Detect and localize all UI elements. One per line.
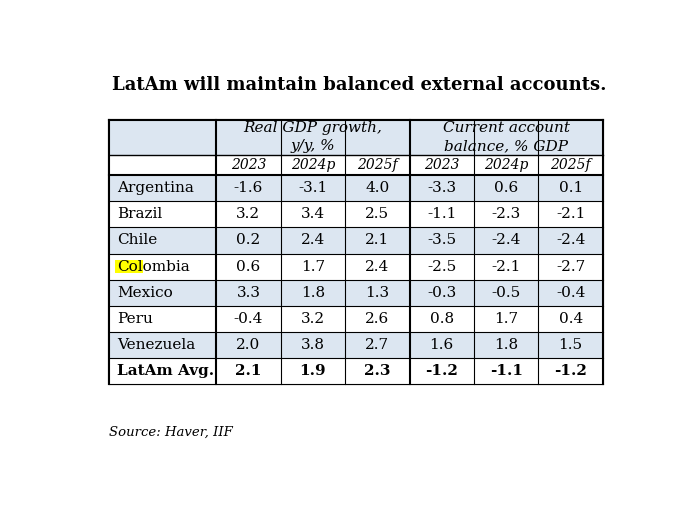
Bar xyxy=(109,201,603,228)
Text: 2024p: 2024p xyxy=(484,158,528,172)
Text: 2.1: 2.1 xyxy=(365,233,389,248)
Text: Colombia: Colombia xyxy=(117,260,190,274)
Text: 1.7: 1.7 xyxy=(301,260,325,274)
Text: -2.4: -2.4 xyxy=(556,233,585,248)
Text: -3.1: -3.1 xyxy=(298,181,328,195)
Text: Brazil: Brazil xyxy=(117,208,162,221)
Text: -3.5: -3.5 xyxy=(427,233,456,248)
Bar xyxy=(109,306,603,332)
Text: 0.2: 0.2 xyxy=(237,233,260,248)
Text: Current account
balance, % GDP: Current account balance, % GDP xyxy=(442,121,570,154)
Text: 1.8: 1.8 xyxy=(494,338,518,352)
Text: -0.4: -0.4 xyxy=(234,312,263,326)
Text: 0.4: 0.4 xyxy=(559,312,583,326)
Text: 2025f: 2025f xyxy=(357,158,398,172)
Text: 3.4: 3.4 xyxy=(301,208,325,221)
Text: -2.5: -2.5 xyxy=(427,260,456,274)
Text: -0.5: -0.5 xyxy=(491,286,521,300)
Bar xyxy=(109,280,603,306)
Text: 3.3: 3.3 xyxy=(237,286,260,300)
Bar xyxy=(109,253,603,280)
Text: Peru: Peru xyxy=(117,312,153,326)
Text: 3.8: 3.8 xyxy=(301,338,325,352)
Text: 1.6: 1.6 xyxy=(430,338,454,352)
Text: 0.8: 0.8 xyxy=(430,312,454,326)
Bar xyxy=(109,119,603,155)
Bar xyxy=(109,228,603,253)
Text: 2023: 2023 xyxy=(230,158,266,172)
Text: 2.3: 2.3 xyxy=(364,364,391,379)
Text: Chile: Chile xyxy=(117,233,158,248)
Text: LatAm will maintain balanced external accounts.: LatAm will maintain balanced external ac… xyxy=(111,76,606,94)
Text: 2.7: 2.7 xyxy=(365,338,389,352)
Bar xyxy=(109,359,603,384)
Text: -2.1: -2.1 xyxy=(491,260,521,274)
Text: -1.2: -1.2 xyxy=(554,364,587,379)
Text: -1.1: -1.1 xyxy=(427,208,456,221)
Text: -2.7: -2.7 xyxy=(556,260,585,274)
Text: 1.9: 1.9 xyxy=(300,364,326,379)
Text: 3.2: 3.2 xyxy=(237,208,260,221)
Text: 0.6: 0.6 xyxy=(237,260,260,274)
Text: Argentina: Argentina xyxy=(117,181,194,195)
Text: -1.2: -1.2 xyxy=(426,364,458,379)
Text: 1.8: 1.8 xyxy=(301,286,325,300)
Text: -2.4: -2.4 xyxy=(491,233,521,248)
Text: -2.3: -2.3 xyxy=(491,208,521,221)
Text: -0.3: -0.3 xyxy=(427,286,456,300)
Text: 2023: 2023 xyxy=(424,158,459,172)
Text: 2.5: 2.5 xyxy=(365,208,389,221)
Text: -3.3: -3.3 xyxy=(427,181,456,195)
Text: Real GDP growth,
y/y, %: Real GDP growth, y/y, % xyxy=(244,121,382,154)
Text: Source: Haver, IIF: Source: Haver, IIF xyxy=(109,426,233,439)
Bar xyxy=(109,155,603,175)
Text: 0.6: 0.6 xyxy=(494,181,518,195)
Text: 2.4: 2.4 xyxy=(301,233,325,248)
Bar xyxy=(116,260,144,273)
Text: -1.1: -1.1 xyxy=(490,364,523,379)
Text: 1.5: 1.5 xyxy=(559,338,582,352)
Text: 0.1: 0.1 xyxy=(559,181,583,195)
Bar xyxy=(109,119,603,384)
Text: 4.0: 4.0 xyxy=(365,181,389,195)
Text: Venezuela: Venezuela xyxy=(117,338,195,352)
Bar xyxy=(109,175,603,201)
Text: 1.3: 1.3 xyxy=(365,286,389,300)
Text: Mexico: Mexico xyxy=(117,286,173,300)
Text: -1.6: -1.6 xyxy=(234,181,263,195)
Text: 2.1: 2.1 xyxy=(235,364,262,379)
Text: 2.4: 2.4 xyxy=(365,260,389,274)
Text: 2.0: 2.0 xyxy=(237,338,260,352)
Text: LatAm Avg.: LatAm Avg. xyxy=(117,364,214,379)
Text: 2024p: 2024p xyxy=(290,158,335,172)
Text: -0.4: -0.4 xyxy=(556,286,585,300)
Text: 2.6: 2.6 xyxy=(365,312,389,326)
Bar xyxy=(109,332,603,359)
Text: 2025f: 2025f xyxy=(550,158,591,172)
Text: -2.1: -2.1 xyxy=(556,208,585,221)
Text: 1.7: 1.7 xyxy=(494,312,518,326)
Text: 3.2: 3.2 xyxy=(301,312,325,326)
